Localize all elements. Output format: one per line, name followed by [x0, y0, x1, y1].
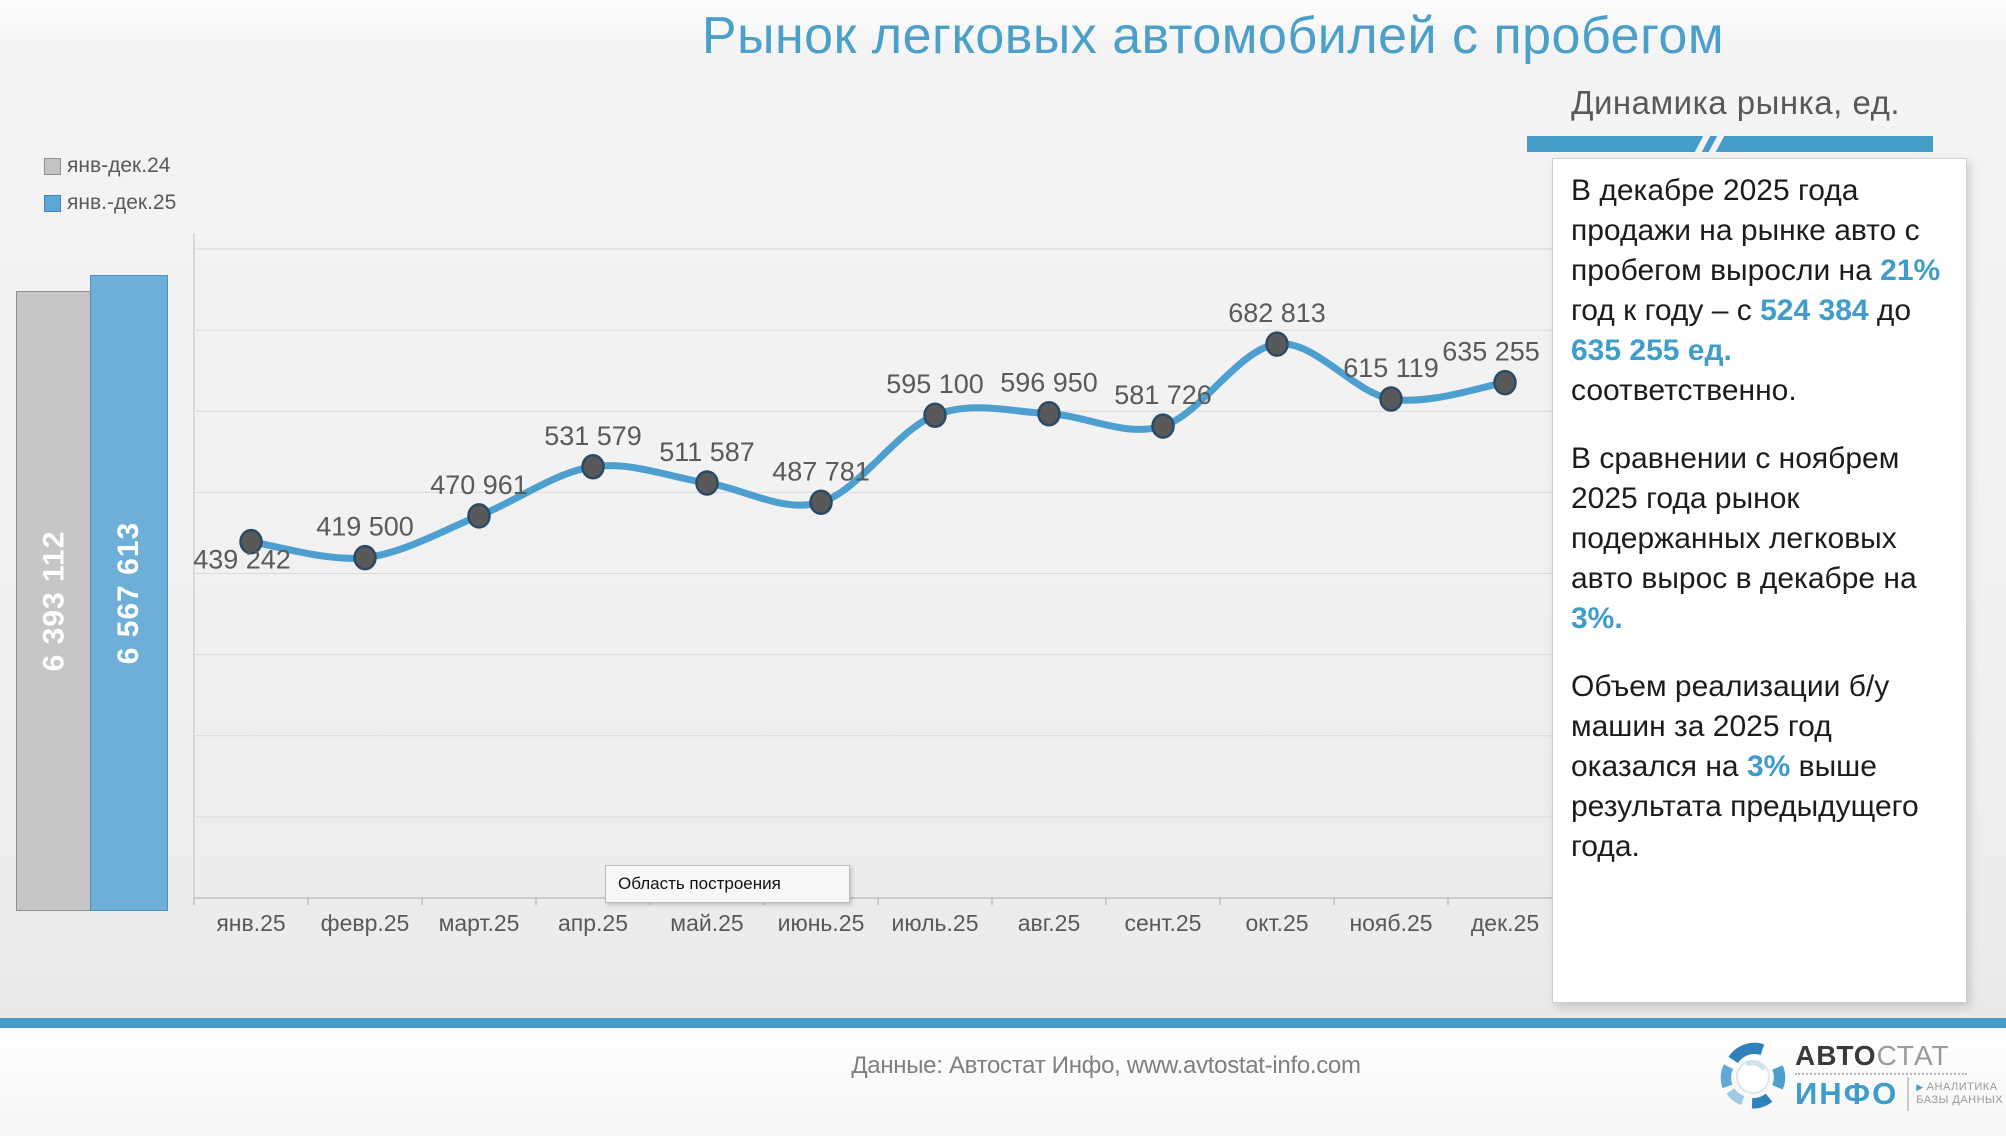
- legend-swatch-2025: [44, 194, 61, 212]
- data-point[interactable]: [239, 528, 263, 555]
- x-axis-label: нояб.25: [1349, 910, 1432, 936]
- x-axis-label: сент.25: [1125, 910, 1202, 936]
- data-label: 596 950: [1000, 368, 1098, 398]
- x-axis-label: июнь.25: [778, 910, 865, 936]
- data-point[interactable]: [1379, 386, 1403, 412]
- logo-info: ИНФО: [1795, 1076, 1899, 1111]
- panel-paragraph: В декабре 2025 года продажи на рынке авт…: [1571, 174, 1941, 407]
- logo-avto: АВТО: [1795, 1039, 1877, 1071]
- data-label: 595 100: [886, 369, 984, 399]
- data-label: 511 587: [659, 437, 755, 467]
- x-axis-label: июль.25: [892, 910, 979, 936]
- logo-brand-line: АВТОСТАТ: [1795, 1039, 2003, 1071]
- annual-bar-2025[interactable]: 6 567 613: [90, 275, 168, 911]
- legend-swatch-2024: [44, 157, 61, 175]
- logo-separator: [1907, 1076, 1910, 1111]
- data-label: 487 781: [772, 456, 870, 486]
- x-axis-label: окт.25: [1245, 910, 1308, 936]
- annual-bar-2025-value: 6 567 613: [112, 521, 145, 665]
- x-axis-label: апр.25: [558, 910, 628, 936]
- avtostat-logo-text: АВТОСТАТ ИНФО ▶ АНАЛИТИКА БАЗЫ ДАННЫХ: [1795, 1039, 2003, 1111]
- data-label: 682 813: [1228, 298, 1326, 328]
- data-point[interactable]: [581, 454, 605, 480]
- data-point[interactable]: [695, 470, 719, 496]
- data-label: 439 242: [193, 545, 291, 575]
- data-label: 581 726: [1114, 380, 1212, 410]
- plot-area[interactable]: [194, 233, 1562, 898]
- x-axis-label: янв.25: [216, 910, 285, 936]
- annual-bar-2024-value: 6 393 112: [37, 530, 70, 672]
- footer: Данные: Автостат Инфо, www.avtostat-info…: [0, 1028, 2006, 1136]
- logo-stat: СТАТ: [1876, 1039, 1950, 1071]
- data-label: 635 255: [1442, 337, 1540, 367]
- annual-bar-2024[interactable]: 6 393 112: [16, 291, 92, 911]
- data-label: 419 500: [316, 512, 414, 542]
- logo-tagline-2: БАЗЫ ДАННЫХ: [1916, 1093, 2004, 1106]
- data-label: 531 579: [544, 421, 642, 451]
- x-axis-label: март.25: [439, 910, 520, 936]
- data-point[interactable]: [1493, 369, 1517, 396]
- x-axis-label: февр.25: [321, 910, 410, 936]
- logo-tagline-1: АНАЛИТИКА: [1926, 1080, 1998, 1093]
- panel-paragraph: В сравнении с ноябрем 2025 года рынок по…: [1571, 442, 1917, 635]
- legend-item-2025[interactable]: янв.-дек.25: [44, 191, 176, 215]
- logo-tagline: ▶ АНАЛИТИКА БАЗЫ ДАННЫХ: [1916, 1081, 2003, 1107]
- chart-title: Рынок легковых автомобилей с пробегом: [701, 7, 1725, 65]
- data-point[interactable]: [467, 503, 491, 529]
- play-icon: ▶: [1916, 1081, 1924, 1092]
- x-axis-label: май.25: [670, 910, 743, 936]
- avtostat-logo: АВТОСТАТ ИНФО ▶ АНАЛИТИКА БАЗЫ ДАННЫХ: [1720, 1040, 2003, 1112]
- legend-label-2024: янв-дек.24: [67, 154, 171, 177]
- plot-area-tooltip: Область построения: [605, 865, 850, 903]
- footer-divider: [0, 1018, 2006, 1028]
- legend-item-2024[interactable]: янв-дек.24: [44, 154, 176, 178]
- chart-subtitle: Динамика рынка, ед.: [1571, 84, 1900, 121]
- data-point[interactable]: [353, 544, 377, 571]
- data-label: 615 119: [1343, 353, 1439, 383]
- logo-dotted-rule: [1795, 1072, 1967, 1075]
- legend: янв-дек.24 янв.-дек.25: [44, 154, 176, 228]
- legend-label-2025: янв.-дек.25: [67, 191, 177, 214]
- data-point[interactable]: [1265, 331, 1289, 357]
- x-axis-label: авг.25: [1018, 910, 1081, 936]
- data-point[interactable]: [809, 489, 833, 516]
- avtostat-logo-icon: [1720, 1042, 1786, 1109]
- data-label: 470 961: [430, 470, 528, 500]
- commentary-panel: В декабре 2025 года продажи на рынке авт…: [1552, 158, 1967, 1003]
- data-point[interactable]: [1151, 413, 1175, 439]
- panel-paragraph: Объем реализации б/у машин за 2025 год о…: [1571, 670, 1919, 863]
- subtitle-underline: [1527, 133, 1933, 155]
- data-point[interactable]: [1037, 400, 1061, 427]
- x-axis-label: дек.25: [1471, 910, 1539, 936]
- data-source: Данные: Автостат Инфо, www.avtostat-info…: [851, 1052, 1361, 1079]
- data-point[interactable]: [923, 402, 947, 428]
